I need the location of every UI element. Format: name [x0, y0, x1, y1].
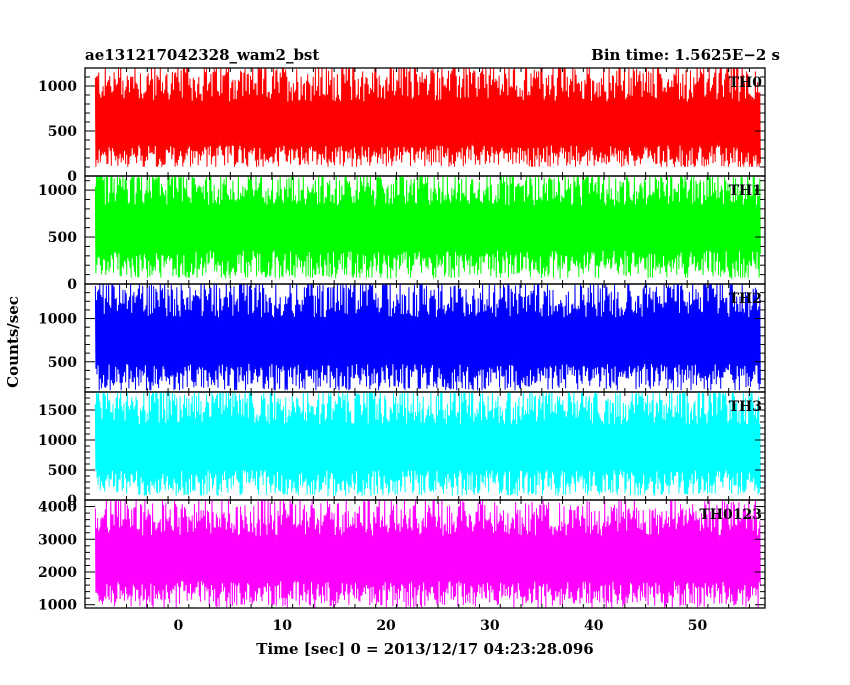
series-line-th0123 — [94, 500, 761, 608]
series-label-th2: TH2 — [729, 291, 762, 307]
bin-time-label: Bin time: 1.5625E−2 s — [591, 46, 780, 64]
y-tick-label-th3: 1500 — [38, 403, 77, 419]
y-tick-label-th0: 1000 — [38, 79, 77, 95]
x-axis-title: Time [sec] 0 = 2013/12/17 04:23:28.096 — [256, 640, 593, 658]
y-tick-label-th3: 500 — [48, 463, 77, 479]
x-tick-label: 0 — [174, 618, 184, 634]
panel-frame-th0123 — [84, 499, 766, 609]
y-tick-label-th1: 500 — [48, 230, 77, 246]
y-tick-label-th0123: 1000 — [38, 598, 77, 614]
y-tick-label-th2: 1000 — [38, 312, 77, 328]
y-tick-label-th3: 1000 — [38, 433, 77, 449]
y-tick-label-th0: 0 — [67, 169, 77, 185]
chart-title: ae131217042328_wam2_bst — [85, 46, 319, 64]
panel-th1: 0 500 1000 TH1 — [38, 175, 766, 293]
y-tick-label-th1: 1000 — [38, 183, 77, 199]
panel-th2: 500 1000 TH2 — [38, 283, 766, 393]
series-label-th0: TH0 — [729, 75, 763, 91]
panel-th0123: 1000 2000 3000 4000 TH0123 — [38, 499, 766, 614]
y-tick-label-th3: 0 — [67, 493, 77, 509]
series-label-th1: TH1 — [729, 183, 762, 199]
y-tick-label-th0123: 4000 — [38, 500, 77, 516]
y-tick-label-th2: 500 — [48, 355, 77, 371]
y-tick-label-th0123: 2000 — [38, 565, 77, 581]
series-line-th1 — [94, 176, 761, 279]
series-label-th0123: TH0123 — [699, 507, 762, 523]
x-tick-label: 30 — [480, 618, 500, 634]
series-line-th2 — [94, 284, 761, 391]
series-line-th0 — [94, 68, 761, 168]
x-tick-label: 20 — [376, 618, 396, 634]
x-tick-label: 40 — [584, 618, 604, 634]
x-tick-label: 10 — [273, 618, 293, 634]
x-tick-label: 50 — [688, 618, 708, 634]
series-label-th3: TH3 — [729, 399, 762, 415]
y-axis-title: Counts/sec — [4, 296, 22, 388]
panel-th0: 0 500 1000 TH0 — [38, 67, 766, 185]
y-tick-label-th0123: 3000 — [38, 532, 77, 548]
y-tick-label-th1: 0 — [67, 277, 77, 293]
panel-th3: 0 500 1000 1500 TH3 — [38, 391, 766, 509]
series-line-th3 — [94, 392, 761, 497]
y-tick-label-th0: 500 — [48, 124, 77, 140]
